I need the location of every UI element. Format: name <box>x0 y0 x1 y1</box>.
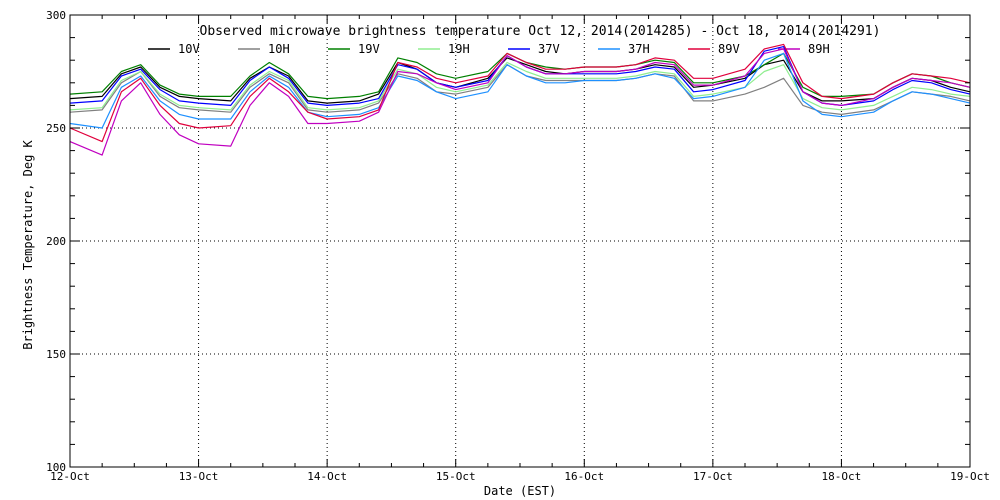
x-tick-label: 14-Oct <box>307 470 347 483</box>
series-line-19h <box>69 61 971 111</box>
series-line-89h <box>69 48 971 156</box>
x-tick-label: 17-Oct <box>693 470 733 483</box>
x-tick-label: 13-Oct <box>179 470 219 483</box>
legend-label-10v: 10V <box>178 42 200 56</box>
legend-label-19v: 19V <box>358 42 380 56</box>
x-tick-label: 15-Oct <box>436 470 476 483</box>
grid-lines <box>70 15 970 467</box>
y-axis-label: Brightness Temperature, Deg K <box>21 139 35 349</box>
x-tick-label: 19-Oct <box>950 470 990 483</box>
axes: 12-Oct 13-Oct 14-Oct 15-Oct 16-Oct 17-Oct 18-O… <box>46 9 990 483</box>
x-tick-label: 16-Oct <box>564 470 604 483</box>
y-tick-label: 200 <box>46 235 66 248</box>
legend-label-89v: 89V <box>718 42 740 56</box>
legend-label-37h: 37H <box>628 42 650 56</box>
y-tick-label: 100 <box>46 461 66 474</box>
legend-label-89h: 89H <box>808 42 830 56</box>
legend-label-10h: 10H <box>268 42 290 56</box>
y-tick-label: 150 <box>46 348 66 361</box>
series-line-19v <box>69 52 971 100</box>
series-line-89v <box>69 43 971 143</box>
legend: 10V 10H 19V 19H 37V 37H 89V 89H <box>148 42 830 56</box>
series-line-37h <box>69 52 971 129</box>
x-tick-label: 18-Oct <box>822 470 862 483</box>
legend-label-19h: 19H <box>448 42 470 56</box>
legend-label-37v: 37V <box>538 42 560 56</box>
series-layer <box>69 43 971 156</box>
chart-title: Observed microwave brightness temperatur… <box>200 24 881 39</box>
x-axis-label: Date (EST) <box>484 484 556 498</box>
y-tick-label: 250 <box>46 122 66 135</box>
y-tick-label: 300 <box>46 9 66 22</box>
x-tick-label: 12-Oct <box>50 470 90 483</box>
series-line-10v <box>69 57 971 104</box>
